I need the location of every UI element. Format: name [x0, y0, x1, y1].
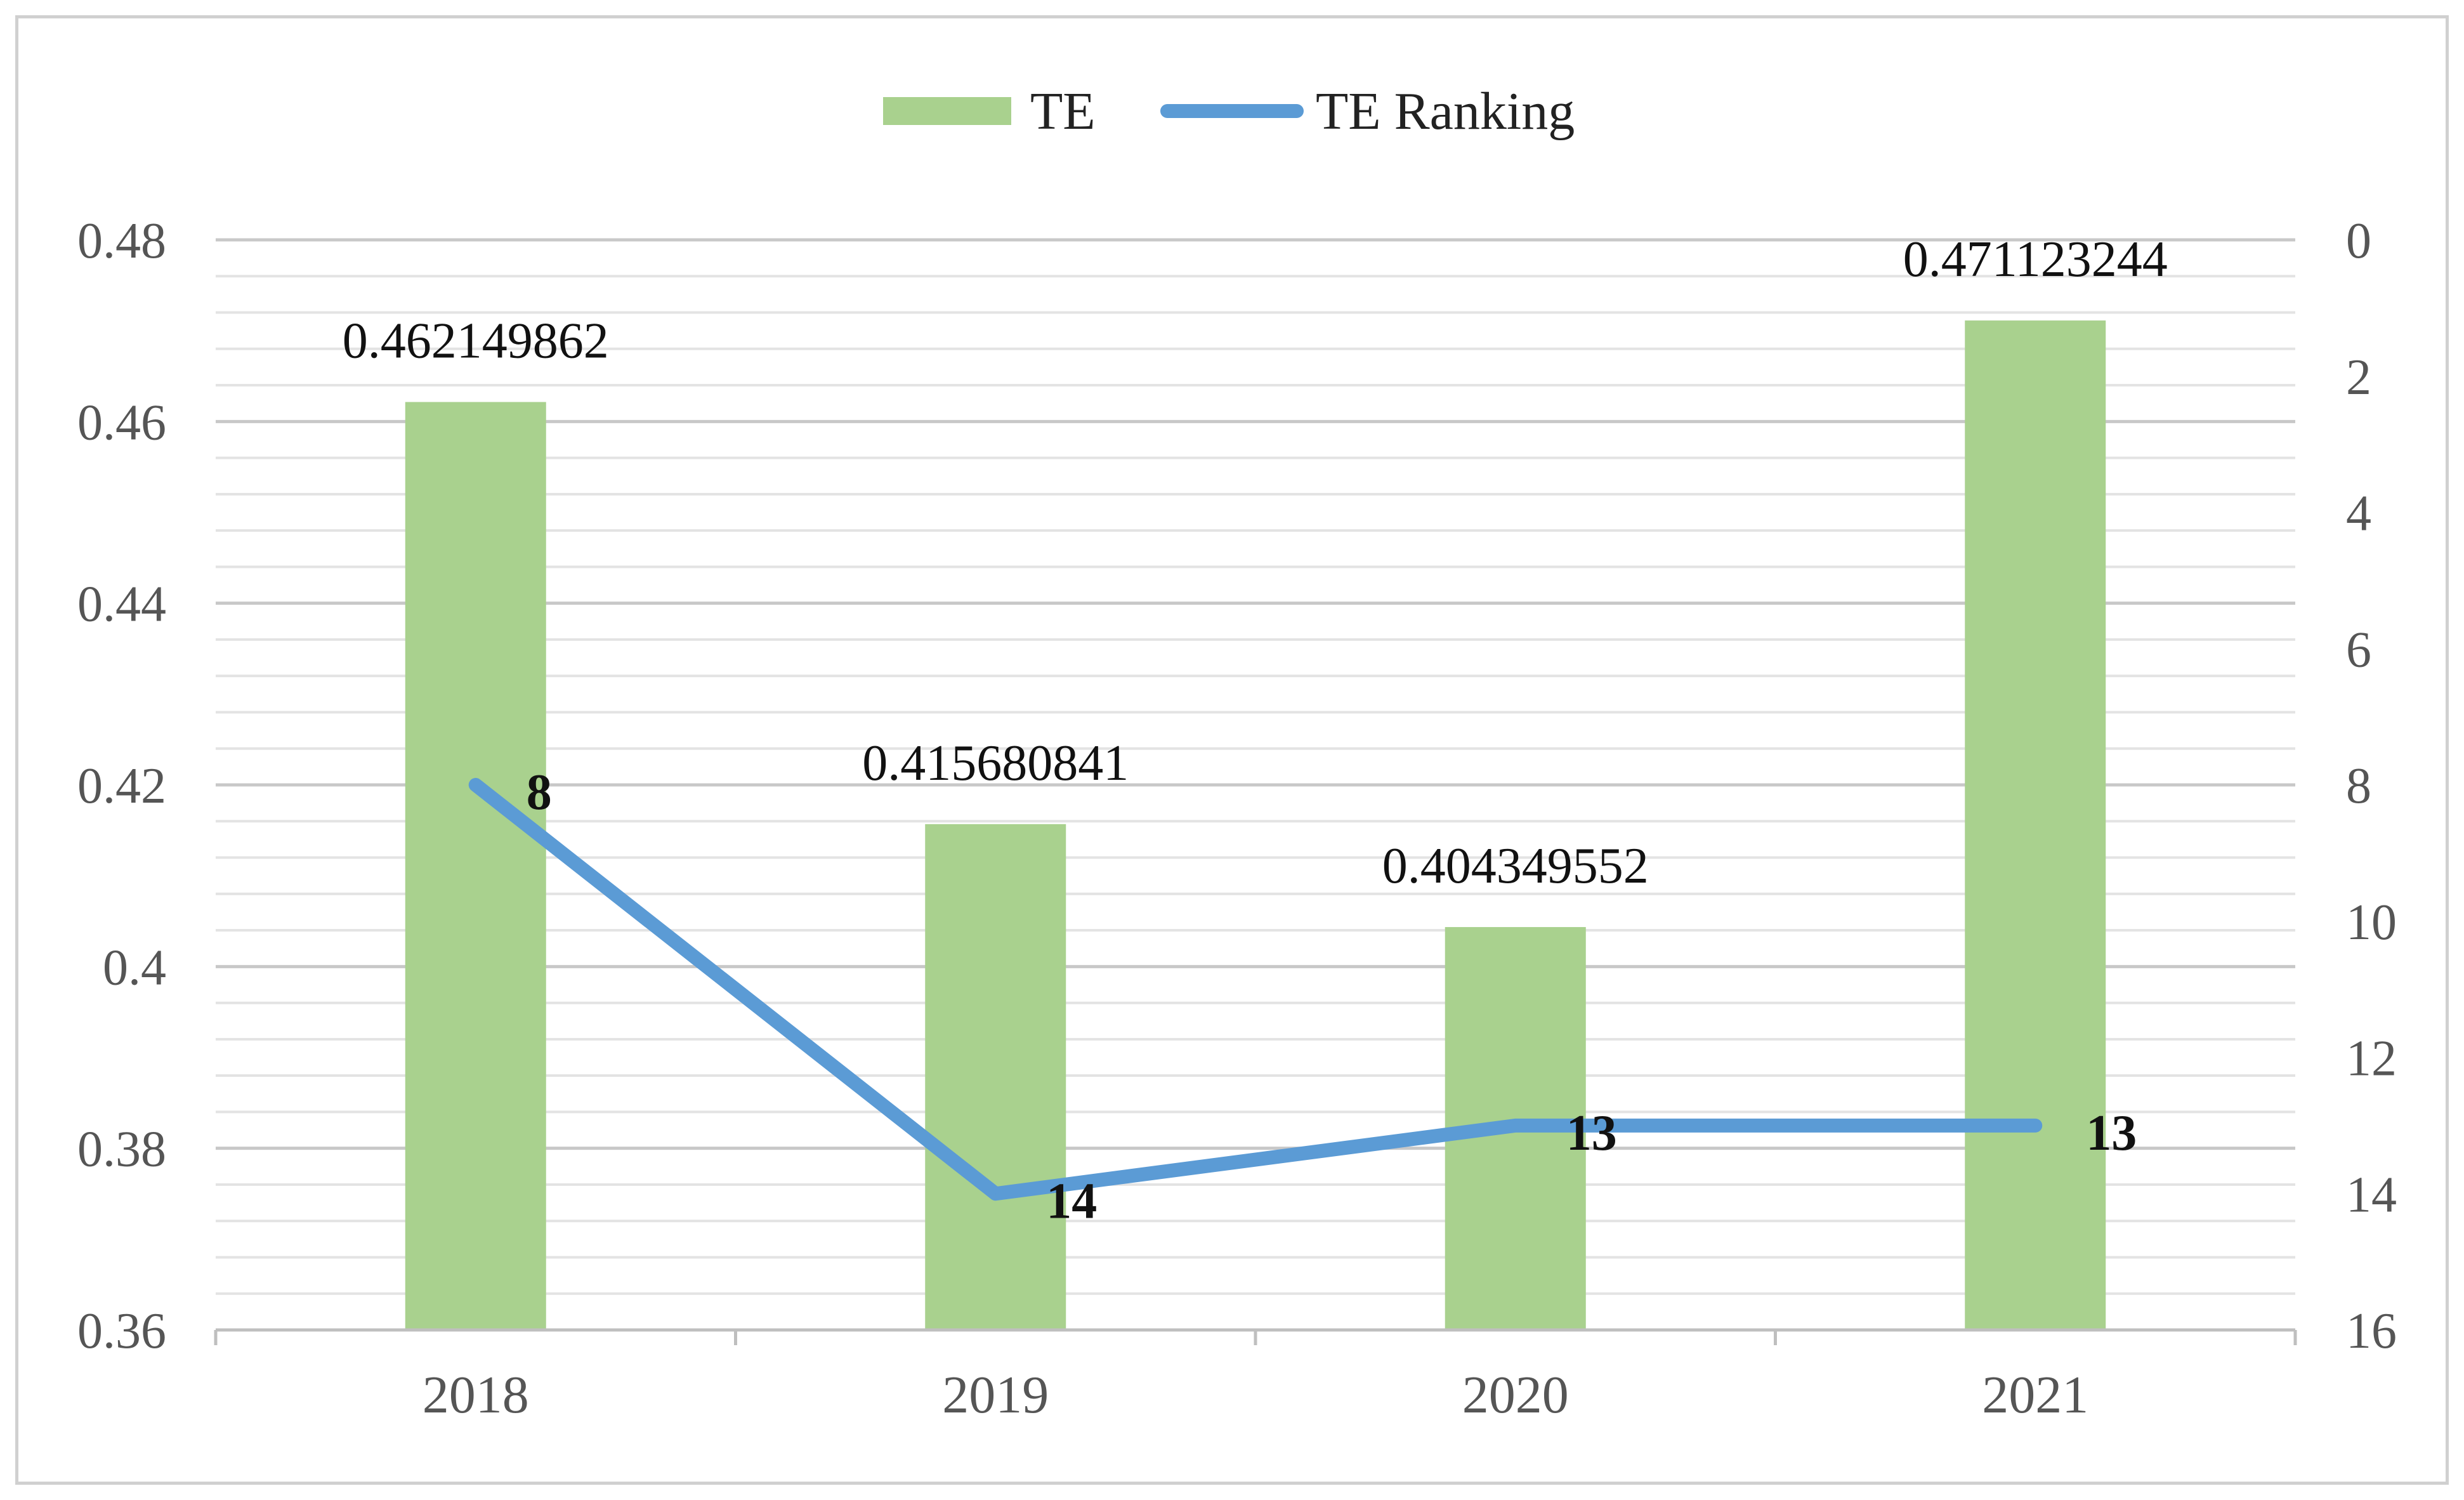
ranking-line-path — [468, 778, 2043, 1201]
y-left-tick-label: 0.4 — [103, 940, 166, 996]
bar-te-2019 — [925, 824, 1066, 1330]
y-right-tick-label: 14 — [2346, 1167, 2397, 1223]
y-left-tick-label: 0.42 — [77, 758, 166, 814]
ranking-point-2021 — [2035, 1124, 2036, 1126]
te-value-label: 0.471123244 — [1903, 232, 2168, 287]
legend-swatch-te — [883, 97, 1011, 125]
ranking-value-label: 8 — [527, 765, 552, 820]
ranking-point-2018 — [475, 784, 476, 786]
y-right-tick-label: 12 — [2346, 1031, 2397, 1087]
y-right-tick-label: 10 — [2346, 895, 2397, 951]
ranking-point-2019 — [995, 1193, 997, 1195]
bar-te-2021 — [1965, 320, 2106, 1330]
bar-te-2018 — [405, 402, 546, 1331]
y-left-tick-label: 0.48 — [77, 213, 166, 269]
x-tick-label: 2018 — [423, 1365, 529, 1424]
y-right-tick-label: 16 — [2346, 1303, 2397, 1359]
te-value-label: 0.404349552 — [1382, 838, 1649, 894]
x-tick-label: 2020 — [1462, 1365, 1569, 1424]
y-right-tick-label: 4 — [2346, 486, 2371, 542]
te-bars — [405, 320, 2106, 1331]
y-left-tick-label: 0.38 — [77, 1122, 166, 1178]
y-right-tick-label: 8 — [2346, 758, 2371, 814]
legend-label-te: TE — [1030, 82, 1096, 141]
y-right-tick-label: 2 — [2346, 350, 2371, 405]
legend-label-ranking: TE Ranking — [1316, 82, 1575, 141]
ranking-value-label: 13 — [1566, 1105, 1617, 1161]
gridlines — [216, 238, 2295, 1295]
x-tick-label: 2021 — [1982, 1365, 2088, 1424]
y-left-tick-label: 0.46 — [77, 395, 166, 451]
axes: 2018 2019 2020 2021 0.36 0.38 0.4 0.42 0.44 0.46 0… — [77, 213, 2397, 1424]
te-value-label: 0.415680841 — [862, 735, 1129, 791]
legend: TE TE Ranking — [883, 82, 1575, 141]
ranking-value-label: 14 — [1046, 1173, 1097, 1229]
y-right-tick-label: 6 — [2346, 622, 2371, 678]
y-left-tick-label: 0.36 — [77, 1303, 166, 1359]
ranking-line — [468, 778, 2043, 1201]
data-labels: 0.462149862 0.415680841 0.404349552 0.47112… — [343, 232, 2168, 1229]
ranking-point-2020 — [1514, 1124, 1516, 1126]
x-tick-label: 2019 — [942, 1365, 1049, 1424]
y-left-tick-label: 0.44 — [77, 577, 166, 633]
ranking-value-label: 13 — [2086, 1105, 2137, 1161]
y-right-tick-label: 0 — [2346, 213, 2371, 269]
te-value-label: 0.462149862 — [343, 313, 609, 369]
